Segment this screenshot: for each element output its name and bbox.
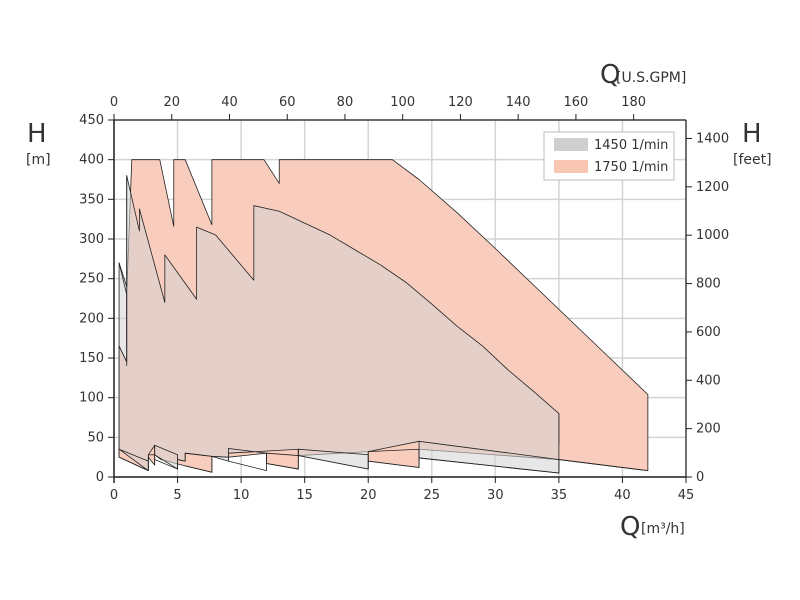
x-top-tick-6: 120 xyxy=(448,95,473,110)
legend-label-1750: 1750 1/min xyxy=(594,160,668,175)
legend-swatch-1450 xyxy=(554,138,588,151)
legend-label-1450: 1450 1/min xyxy=(594,138,668,153)
y-left-tick-1: 50 xyxy=(87,430,104,445)
x-top-tick-5: 100 xyxy=(390,95,415,110)
outline-15 xyxy=(558,459,648,472)
outline-6 xyxy=(154,444,178,470)
x-top-tick-3: 60 xyxy=(279,95,296,110)
x-bottom-tick-8: 40 xyxy=(614,488,631,503)
y-right-unit: [feet] xyxy=(733,152,772,168)
performance-areas xyxy=(118,159,649,474)
x-top-symbol: Q xyxy=(600,60,620,90)
outline-12 xyxy=(266,448,369,470)
x-top-tick-0: 0 xyxy=(110,95,118,110)
x-bottom-tick-9: 45 xyxy=(678,488,695,503)
y-left-tick-0: 0 xyxy=(96,470,104,485)
x-top-tick-1: 20 xyxy=(163,95,180,110)
y-right-tick-0: 0 xyxy=(696,470,704,485)
outline-14 xyxy=(419,440,560,474)
x-bottom-tick-2: 10 xyxy=(233,488,250,503)
x-bottom-unit: [m³/h] xyxy=(641,521,685,537)
x-top-tick-4: 80 xyxy=(337,95,354,110)
x-top-tick-2: 40 xyxy=(221,95,238,110)
y-left-tick-9: 450 xyxy=(79,113,104,128)
x-bottom-tick-5: 25 xyxy=(424,488,441,503)
tick-labels: 0 5 10 15 20 25 30 35 40 450501001502002503003504… xyxy=(79,95,729,503)
y-right-tick-1: 200 xyxy=(696,422,721,437)
x-top-unit: [U.S.GPM] xyxy=(616,70,686,86)
y-left-tick-8: 400 xyxy=(79,153,104,168)
y-right-tick-2: 400 xyxy=(696,373,721,388)
x-top-tick-8: 160 xyxy=(564,95,589,110)
x-bottom-tick-6: 30 xyxy=(487,488,504,503)
y-left-tick-4: 200 xyxy=(79,311,104,326)
legend-swatch-1750 xyxy=(554,160,588,173)
legend: 1450 1/min 1750 1/min xyxy=(543,131,675,181)
y-right-tick-6: 1200 xyxy=(696,180,729,195)
y-left-symbol: H xyxy=(27,119,47,149)
x-bottom-tick-1: 5 xyxy=(173,488,181,503)
y-right-tick-7: 1400 xyxy=(696,131,729,146)
x-bottom-symbol: Q xyxy=(620,512,640,542)
axes xyxy=(108,114,692,483)
outline-9 xyxy=(211,455,229,458)
y-left-tick-2: 100 xyxy=(79,391,104,406)
x-top-tick-7: 140 xyxy=(506,95,531,110)
y-left-tick-6: 300 xyxy=(79,232,104,247)
outline-7 xyxy=(177,453,186,462)
y-right-symbol: H xyxy=(742,119,762,149)
x-bottom-tick-4: 20 xyxy=(360,488,377,503)
y-left-tick-7: 350 xyxy=(79,192,104,207)
x-bottom-tick-7: 35 xyxy=(551,488,568,503)
x-top-tick-9: 180 xyxy=(621,95,646,110)
outline-8 xyxy=(185,452,213,473)
x-bottom-tick-0: 0 xyxy=(110,488,118,503)
performance-outlines xyxy=(118,175,648,474)
y-left-unit: [m] xyxy=(26,152,51,168)
y-right-tick-4: 800 xyxy=(696,277,721,292)
y-left-tick-5: 250 xyxy=(79,272,104,287)
y-left-tick-3: 150 xyxy=(79,351,104,366)
outline-2 xyxy=(118,448,149,472)
y-right-tick-3: 600 xyxy=(696,325,721,340)
x-bottom-tick-3: 15 xyxy=(296,488,313,503)
y-right-tick-5: 1000 xyxy=(696,228,729,243)
